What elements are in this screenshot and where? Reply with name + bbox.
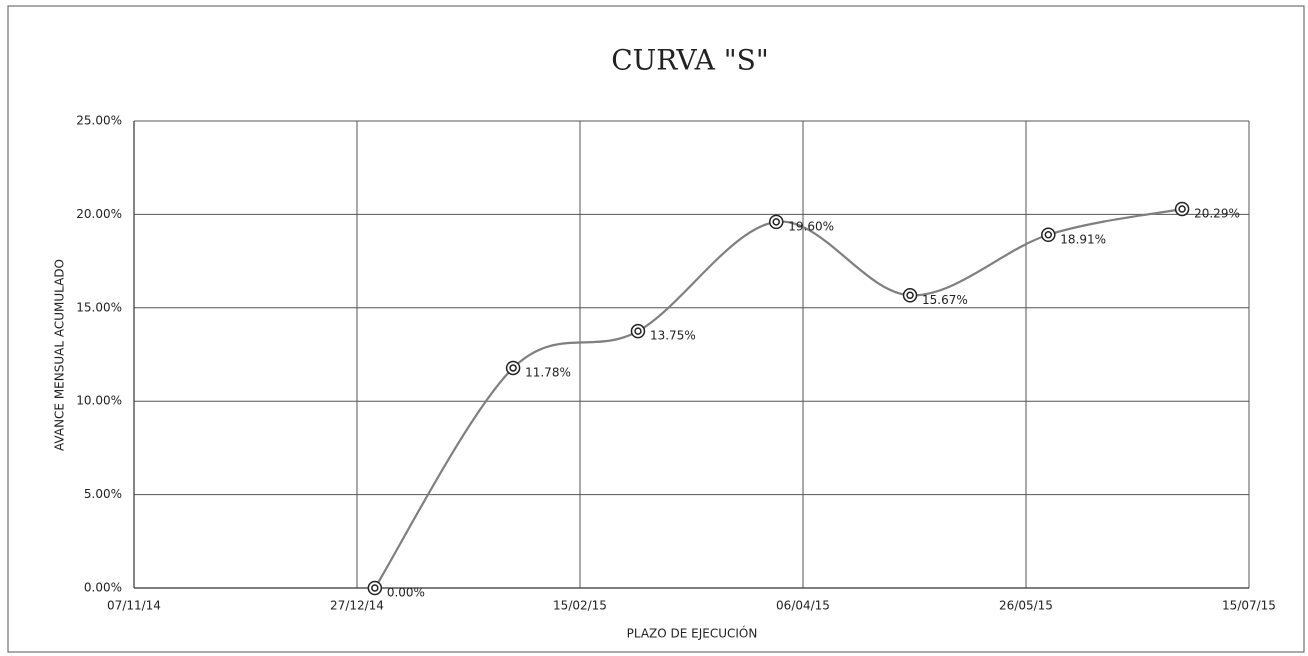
data-label: 19.60% (788, 219, 834, 233)
marker-inner (371, 584, 379, 592)
marker (505, 360, 521, 376)
marker-inner (1178, 205, 1186, 213)
series-line (373, 207, 1183, 589)
data-label: 0.00% (387, 586, 425, 600)
y-tick-label: 10.00% (76, 394, 122, 408)
y-tick-label: 0.00% (84, 581, 122, 595)
marker (1174, 201, 1190, 217)
data-label: 15.67% (922, 293, 968, 307)
x-tick-label: 15/07/15 (1222, 599, 1276, 613)
marker-inner (906, 291, 914, 300)
y-tick-label: 5.00% (84, 487, 122, 501)
marker (630, 323, 646, 339)
chart-frame (7, 5, 1305, 653)
marker-inner (1044, 231, 1053, 239)
x-tick-label: 27/12/14 (330, 599, 384, 613)
y-tick-label: 25.00% (76, 114, 122, 128)
data-label: 18.91% (1060, 232, 1106, 246)
marker (367, 580, 383, 596)
marker-inner (634, 327, 642, 335)
chart-title: CURVA "S" (611, 44, 769, 77)
y-tick-label: 20.00% (76, 207, 122, 221)
y-axis-label: AVANCE MENSUAL ACUMULADO (53, 259, 67, 451)
data-label: 13.75% (650, 329, 696, 343)
x-tick-label: 26/05/15 (999, 599, 1053, 613)
data-label: 20.29% (1194, 206, 1240, 220)
x-tick-label: 07/11/14 (107, 599, 161, 613)
y-tick-label: 15.00% (76, 300, 122, 314)
marker (902, 288, 918, 303)
marker-inner (509, 364, 517, 372)
marker (1041, 227, 1056, 243)
x-tick-label: 15/02/15 (553, 599, 607, 613)
x-axis-label: PLAZO DE EJECUCIÓN (627, 626, 758, 641)
data-label: 11.78% (525, 365, 571, 379)
x-tick-label: 06/04/15 (776, 599, 830, 613)
marker-inner (772, 218, 780, 226)
marker (768, 214, 784, 230)
